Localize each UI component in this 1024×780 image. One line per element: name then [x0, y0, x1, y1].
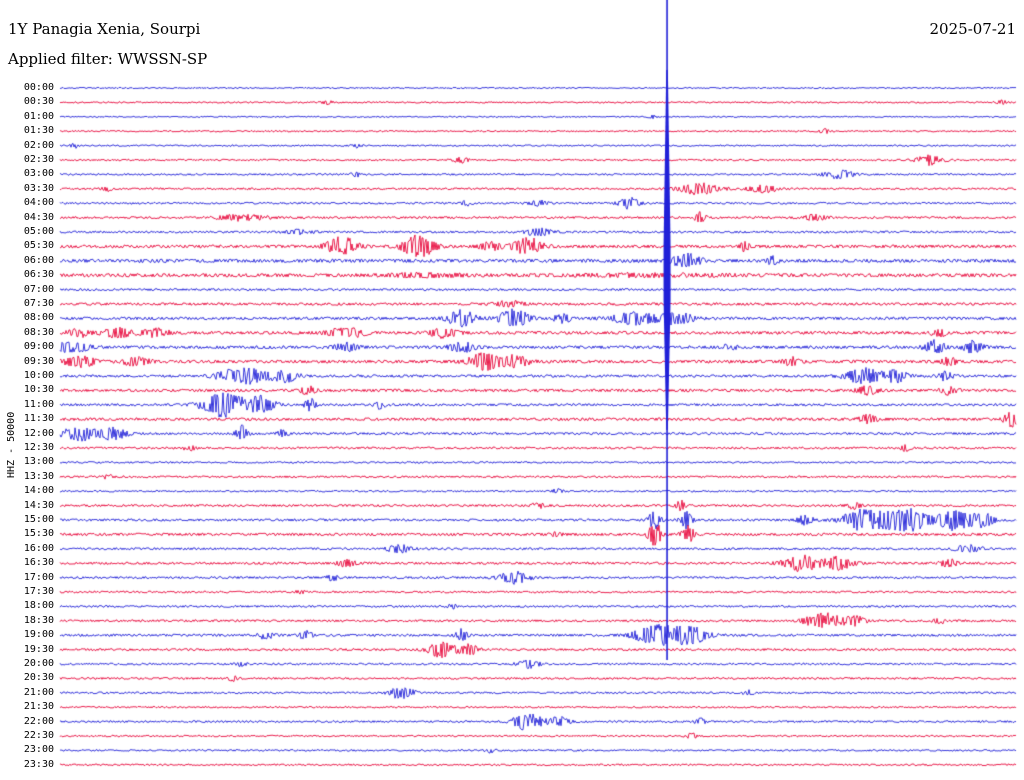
time-label: 03:00 [23, 168, 54, 180]
time-label: 08:00 [23, 312, 54, 324]
time-label: 10:00 [23, 370, 54, 381]
time-label: 04:30 [23, 211, 54, 223]
time-label: 19:00 [23, 629, 54, 641]
time-label: 20:00 [23, 658, 54, 669]
time-label: 09:00 [23, 341, 54, 353]
time-label: 18:30 [23, 614, 54, 626]
time-label: 03:30 [23, 182, 54, 194]
time-label: 21:30 [23, 701, 54, 713]
time-label: 16:30 [23, 557, 54, 569]
time-label: 07:00 [23, 283, 54, 295]
time-label: 08:30 [23, 326, 54, 338]
time-label: 12:30 [23, 442, 54, 453]
time-label: 23:30 [23, 758, 54, 770]
station-title: 1Y Panagia Xenia, Sourpi [8, 20, 201, 38]
filter-label: Applied filter: WWSSN-SP [8, 50, 208, 68]
time-label: 07:30 [23, 298, 54, 309]
time-label: 20:30 [23, 672, 54, 684]
time-label: 06:30 [23, 269, 54, 281]
time-label: 11:30 [23, 413, 54, 425]
time-label: 00:00 [23, 82, 54, 93]
date-label: 2025-07-21 [929, 20, 1016, 38]
time-label: 15:00 [23, 514, 54, 525]
time-label: 10:30 [23, 384, 54, 396]
time-label: 22:30 [23, 730, 54, 741]
time-label: 01:00 [23, 110, 54, 122]
time-label: 23:00 [23, 744, 54, 756]
time-label: 09:30 [23, 355, 54, 367]
time-label: 22:00 [23, 715, 54, 727]
time-label: 16:00 [23, 542, 54, 554]
time-label: 13:30 [23, 470, 54, 482]
time-label: 17:30 [23, 586, 54, 597]
time-label: 14:00 [23, 485, 54, 497]
time-label: 11:00 [23, 398, 54, 410]
time-label: 21:00 [23, 686, 54, 698]
time-label: 14:30 [23, 499, 54, 511]
time-label: 13:00 [23, 456, 54, 468]
time-label: 19:30 [23, 643, 54, 655]
time-label: 06:00 [23, 254, 54, 266]
time-label: 05:30 [23, 240, 54, 252]
time-label: 15:30 [23, 528, 54, 540]
time-label: 05:00 [23, 226, 54, 237]
time-label: 01:30 [23, 125, 54, 137]
time-label: 02:30 [23, 154, 54, 165]
time-axis: 00:00 00:30 01:00 01:30 02:00 02:30 03:00 03:30… [0, 0, 56, 780]
time-label: 12:00 [23, 427, 54, 439]
time-label: 04:00 [23, 197, 54, 209]
time-label: 18:00 [23, 600, 54, 612]
time-label: 00:30 [23, 96, 54, 108]
time-label: 17:00 [23, 571, 54, 583]
time-label: 02:00 [23, 139, 54, 151]
